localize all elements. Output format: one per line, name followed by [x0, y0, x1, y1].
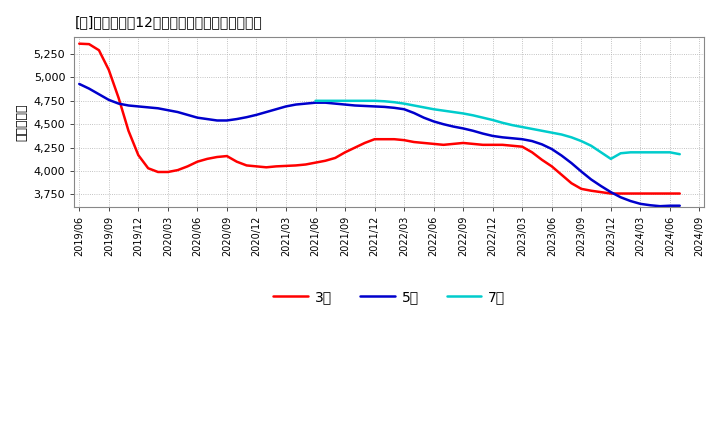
7年 [577, 139, 585, 144]
7年 [479, 115, 487, 120]
7年 [606, 156, 615, 161]
5年 [233, 117, 241, 122]
7年 [370, 98, 379, 103]
5年 [193, 115, 202, 120]
7年 [321, 98, 330, 103]
7年 [567, 135, 576, 140]
7年 [439, 108, 448, 113]
7年 [597, 150, 606, 155]
7年 [508, 122, 517, 128]
3年 [439, 142, 448, 147]
7年 [380, 99, 389, 104]
7年 [488, 117, 497, 123]
7年 [429, 106, 438, 112]
7年 [646, 150, 654, 155]
3年 [193, 159, 202, 164]
5年 [439, 121, 448, 127]
7年 [469, 113, 477, 118]
7年 [351, 98, 359, 103]
3年 [597, 190, 606, 195]
Line: 7年: 7年 [315, 101, 680, 159]
Text: [硄]　経常利益12か月移動合計の平均値の推移: [硄] 経常利益12か月移動合計の平均値の推移 [74, 15, 262, 29]
7年 [636, 150, 644, 155]
7年 [528, 126, 536, 132]
7年 [587, 143, 595, 148]
Line: 5年: 5年 [79, 84, 680, 206]
3年 [124, 128, 132, 133]
7年 [331, 98, 340, 103]
7年 [538, 128, 546, 133]
7年 [459, 111, 467, 116]
7年 [656, 150, 665, 155]
5年 [75, 81, 84, 87]
7年 [410, 103, 418, 108]
7年 [341, 98, 349, 103]
3年 [370, 136, 379, 142]
3年 [606, 191, 615, 196]
7年 [557, 132, 566, 137]
7年 [547, 130, 556, 135]
7年 [675, 151, 684, 157]
7年 [361, 98, 369, 103]
3年 [675, 191, 684, 196]
Line: 3年: 3年 [79, 44, 680, 194]
5年 [597, 183, 606, 189]
5年 [370, 104, 379, 109]
7年 [420, 105, 428, 110]
7年 [498, 120, 507, 125]
7年 [626, 150, 635, 155]
7年 [616, 150, 625, 156]
7年 [311, 98, 320, 103]
7年 [400, 101, 408, 106]
7年 [665, 150, 674, 155]
7年 [390, 99, 399, 105]
Legend: 3年, 5年, 7年: 3年, 5年, 7年 [268, 285, 511, 310]
5年 [656, 204, 665, 209]
3年 [233, 159, 241, 164]
5年 [675, 203, 684, 209]
5年 [124, 103, 132, 108]
7年 [449, 110, 458, 115]
3年 [75, 41, 84, 46]
7年 [518, 125, 526, 130]
Y-axis label: （百万円）: （百万円） [15, 103, 28, 141]
